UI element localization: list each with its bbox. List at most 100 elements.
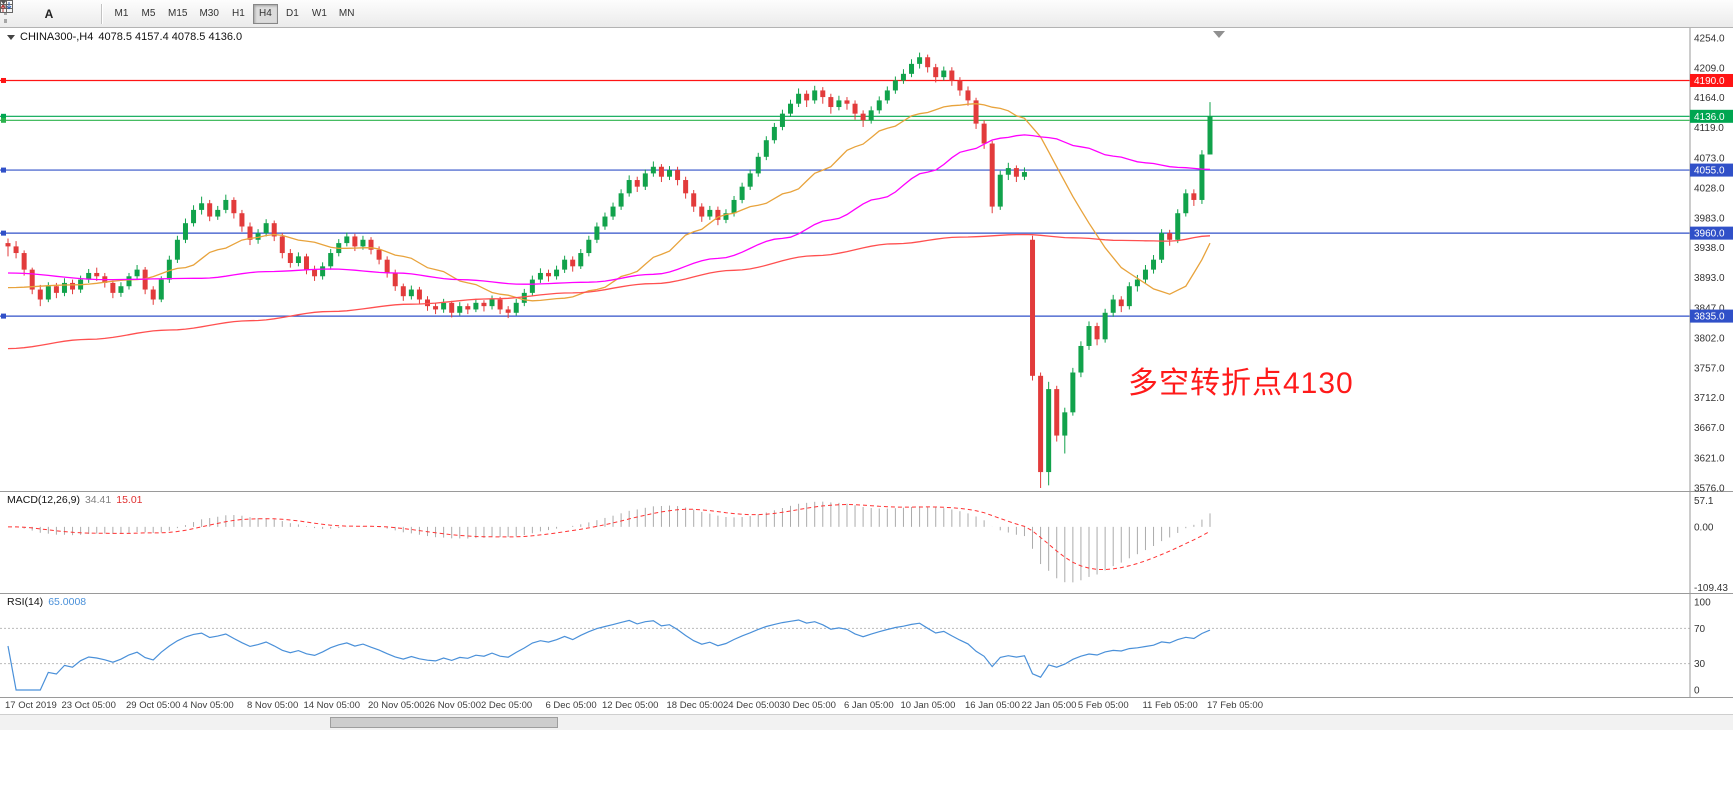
macd-main-value: 34.41 <box>84 494 112 506</box>
hline-handle[interactable] <box>1 313 6 319</box>
rsi-line-layer <box>7 619 1211 691</box>
price-tag-label: 4190.0 <box>1694 76 1725 87</box>
date-label: 8 Nov 05:00 <box>247 700 299 711</box>
rsi-pane[interactable]: 100 70 30 0 RSI(14) 65.0008 <box>0 594 1733 698</box>
price-tick-label: 3938.0 <box>1694 243 1725 254</box>
chart-shift-marker[interactable] <box>1213 31 1225 38</box>
ma-mid-orange <box>7 103 1211 302</box>
price-tick-label: 3667.0 <box>1694 423 1725 434</box>
timeframe-button-mn[interactable]: MN <box>334 4 360 24</box>
timeframe-button-h4[interactable]: H4 <box>252 3 278 24</box>
date-label: 23 Oct 05:00 <box>61 700 116 711</box>
main-chart-pane[interactable]: 4254.0 4209.0 4164.0 4119.0 4073.0 4028.0 3983… <box>0 28 1733 492</box>
main-chart-title: CHINA300-,H4 4078.5 4157.4 4078.5 4136.0 <box>7 31 242 43</box>
rsi-tick-label: 100 <box>1694 598 1711 609</box>
rsi-scale: 100 70 30 0 <box>1689 594 1711 698</box>
rsi-value: 65.0008 <box>48 596 87 608</box>
macd-tick-label: -109.43 <box>1694 583 1728 594</box>
hline-handle[interactable] <box>1 113 6 119</box>
price-tick-label: 3983.0 <box>1694 213 1725 224</box>
price-tick-label: 3757.0 <box>1694 363 1725 374</box>
macd-title: MACD(12,26,9) 34.41 15.01 <box>7 494 143 506</box>
macd-pane[interactable]: 57.1 0.00 -109.43 MACD(12,26,9) 34.41 15.0… <box>0 492 1733 594</box>
date-label: 26 Nov 05:00 <box>424 700 481 711</box>
date-label: 30 Dec 05:00 <box>779 700 836 711</box>
rsi-tick-label: 0 <box>1694 686 1700 697</box>
turning-point-annotation[interactable]: 多空转折点4130 <box>1128 367 1354 400</box>
text-label-button[interactable]: A <box>37 3 61 25</box>
ma-long-red <box>7 233 1211 350</box>
rsi-title: RSI(14) 65.0008 <box>7 596 86 608</box>
date-label: 6 Jan 05:00 <box>843 700 894 711</box>
macd-scale: 57.1 0.00 -109.43 <box>1689 492 1728 594</box>
price-tick-label: 4028.0 <box>1694 184 1725 195</box>
macd-signal-layer <box>8 503 1211 571</box>
moving-averages-layer <box>7 103 1211 350</box>
rsi-line <box>7 619 1211 691</box>
rsi-label: RSI(14) <box>7 596 44 608</box>
date-label: 6 Dec 05:00 <box>545 700 597 711</box>
timeframe-button-m1[interactable]: M1 <box>109 4 134 24</box>
timeframe-button-w1[interactable]: W1 <box>307 4 332 24</box>
macd-tick-label: 57.1 <box>1694 496 1714 507</box>
price-tick-label: 4073.0 <box>1694 154 1725 165</box>
timeframe-button-m15[interactable]: M15 <box>163 4 192 24</box>
horizontal-scrollbar[interactable] <box>0 714 1733 730</box>
date-label: 17 Feb 05:00 <box>1207 700 1263 711</box>
rsi-tick-label: 30 <box>1694 659 1706 670</box>
date-label: 16 Jan 05:00 <box>964 700 1020 711</box>
price-tick-label: 3576.0 <box>1694 484 1725 493</box>
chart-grid-button[interactable] <box>0 0 37 25</box>
price-tick-label: 4209.0 <box>1694 63 1725 74</box>
date-label: 4 Nov 05:00 <box>182 700 234 711</box>
date-label: 29 Oct 05:00 <box>126 700 181 711</box>
price-tag <box>1690 109 1733 123</box>
scrollbar-thumb[interactable] <box>330 717 558 728</box>
timeframe-button-m30[interactable]: M30 <box>194 4 223 24</box>
date-axis[interactable]: 17 Oct 2019 23 Oct 05:00 29 Oct 05:00 4 Nov… <box>0 698 1733 714</box>
rsi-tick-label: 70 <box>1694 624 1706 635</box>
macd-signal-value: 15.01 <box>116 494 143 506</box>
price-tick-label: 3802.0 <box>1694 334 1725 345</box>
rsi-svg[interactable]: 100 70 30 0 <box>0 594 1733 698</box>
macd-svg[interactable]: 57.1 0.00 -109.43 <box>0 492 1733 594</box>
macd-histogram-layer <box>15 501 1211 583</box>
price-tag <box>1690 309 1733 323</box>
date-label: 5 Feb 05:00 <box>1077 700 1129 711</box>
candles-layer <box>5 52 1213 488</box>
price-scale: 4254.0 4209.0 4164.0 4119.0 4073.0 4028.0 3983… <box>1213 28 1733 492</box>
toolbar-grip[interactable] <box>4 4 8 23</box>
price-tag <box>1690 163 1733 177</box>
ohlc-values: 4078.5 4157.4 4078.5 4136.0 <box>98 31 243 43</box>
text-label-icon: A <box>44 6 54 21</box>
hline-handle[interactable] <box>1 117 6 123</box>
macd-tick-label: 0.00 <box>1694 522 1714 533</box>
main-chart-svg[interactable]: 4254.0 4209.0 4164.0 4119.0 4073.0 4028.0 3983… <box>0 28 1733 492</box>
date-label: 17 Oct 2019 <box>5 700 57 711</box>
hline-handle[interactable] <box>1 77 6 83</box>
price-tick-label: 3712.0 <box>1694 393 1725 404</box>
price-tag <box>1690 226 1733 240</box>
date-label: 14 Nov 05:00 <box>303 700 360 711</box>
timeframe-button-h1[interactable]: H1 <box>226 4 251 24</box>
toolbar: A M1 M5 M15 M30 H1 H4 D1 W1 MN <box>0 0 1733 28</box>
date-label: 12 Dec 05:00 <box>601 700 659 711</box>
scale-arrows-button[interactable] <box>0 0 95 25</box>
macd-label: MACD(12,26,9) <box>7 494 80 506</box>
date-label: 11 Feb 05:00 <box>1142 700 1198 711</box>
price-tick-label: 4254.0 <box>1694 34 1725 45</box>
price-tick-label: 3621.0 <box>1694 454 1725 465</box>
timeframe-button-d1[interactable]: D1 <box>280 4 305 24</box>
price-tag-label: 3835.0 <box>1694 312 1725 323</box>
hline-handle[interactable] <box>1 230 6 236</box>
ma-slow-magenta <box>7 134 1211 285</box>
date-label: 22 Jan 05:00 <box>1021 700 1077 711</box>
timeframe-button-m5[interactable]: M5 <box>136 4 161 24</box>
hline-handle[interactable] <box>1 167 6 173</box>
price-tick-label: 3893.0 <box>1694 273 1725 284</box>
horizontal-lines-layer <box>0 77 1690 319</box>
rsi-levels-layer <box>0 627 1690 665</box>
timeframe-group: M1 M5 M15 M30 H1 H4 D1 W1 MN <box>108 3 360 24</box>
price-tick-label: 4164.0 <box>1694 93 1725 104</box>
